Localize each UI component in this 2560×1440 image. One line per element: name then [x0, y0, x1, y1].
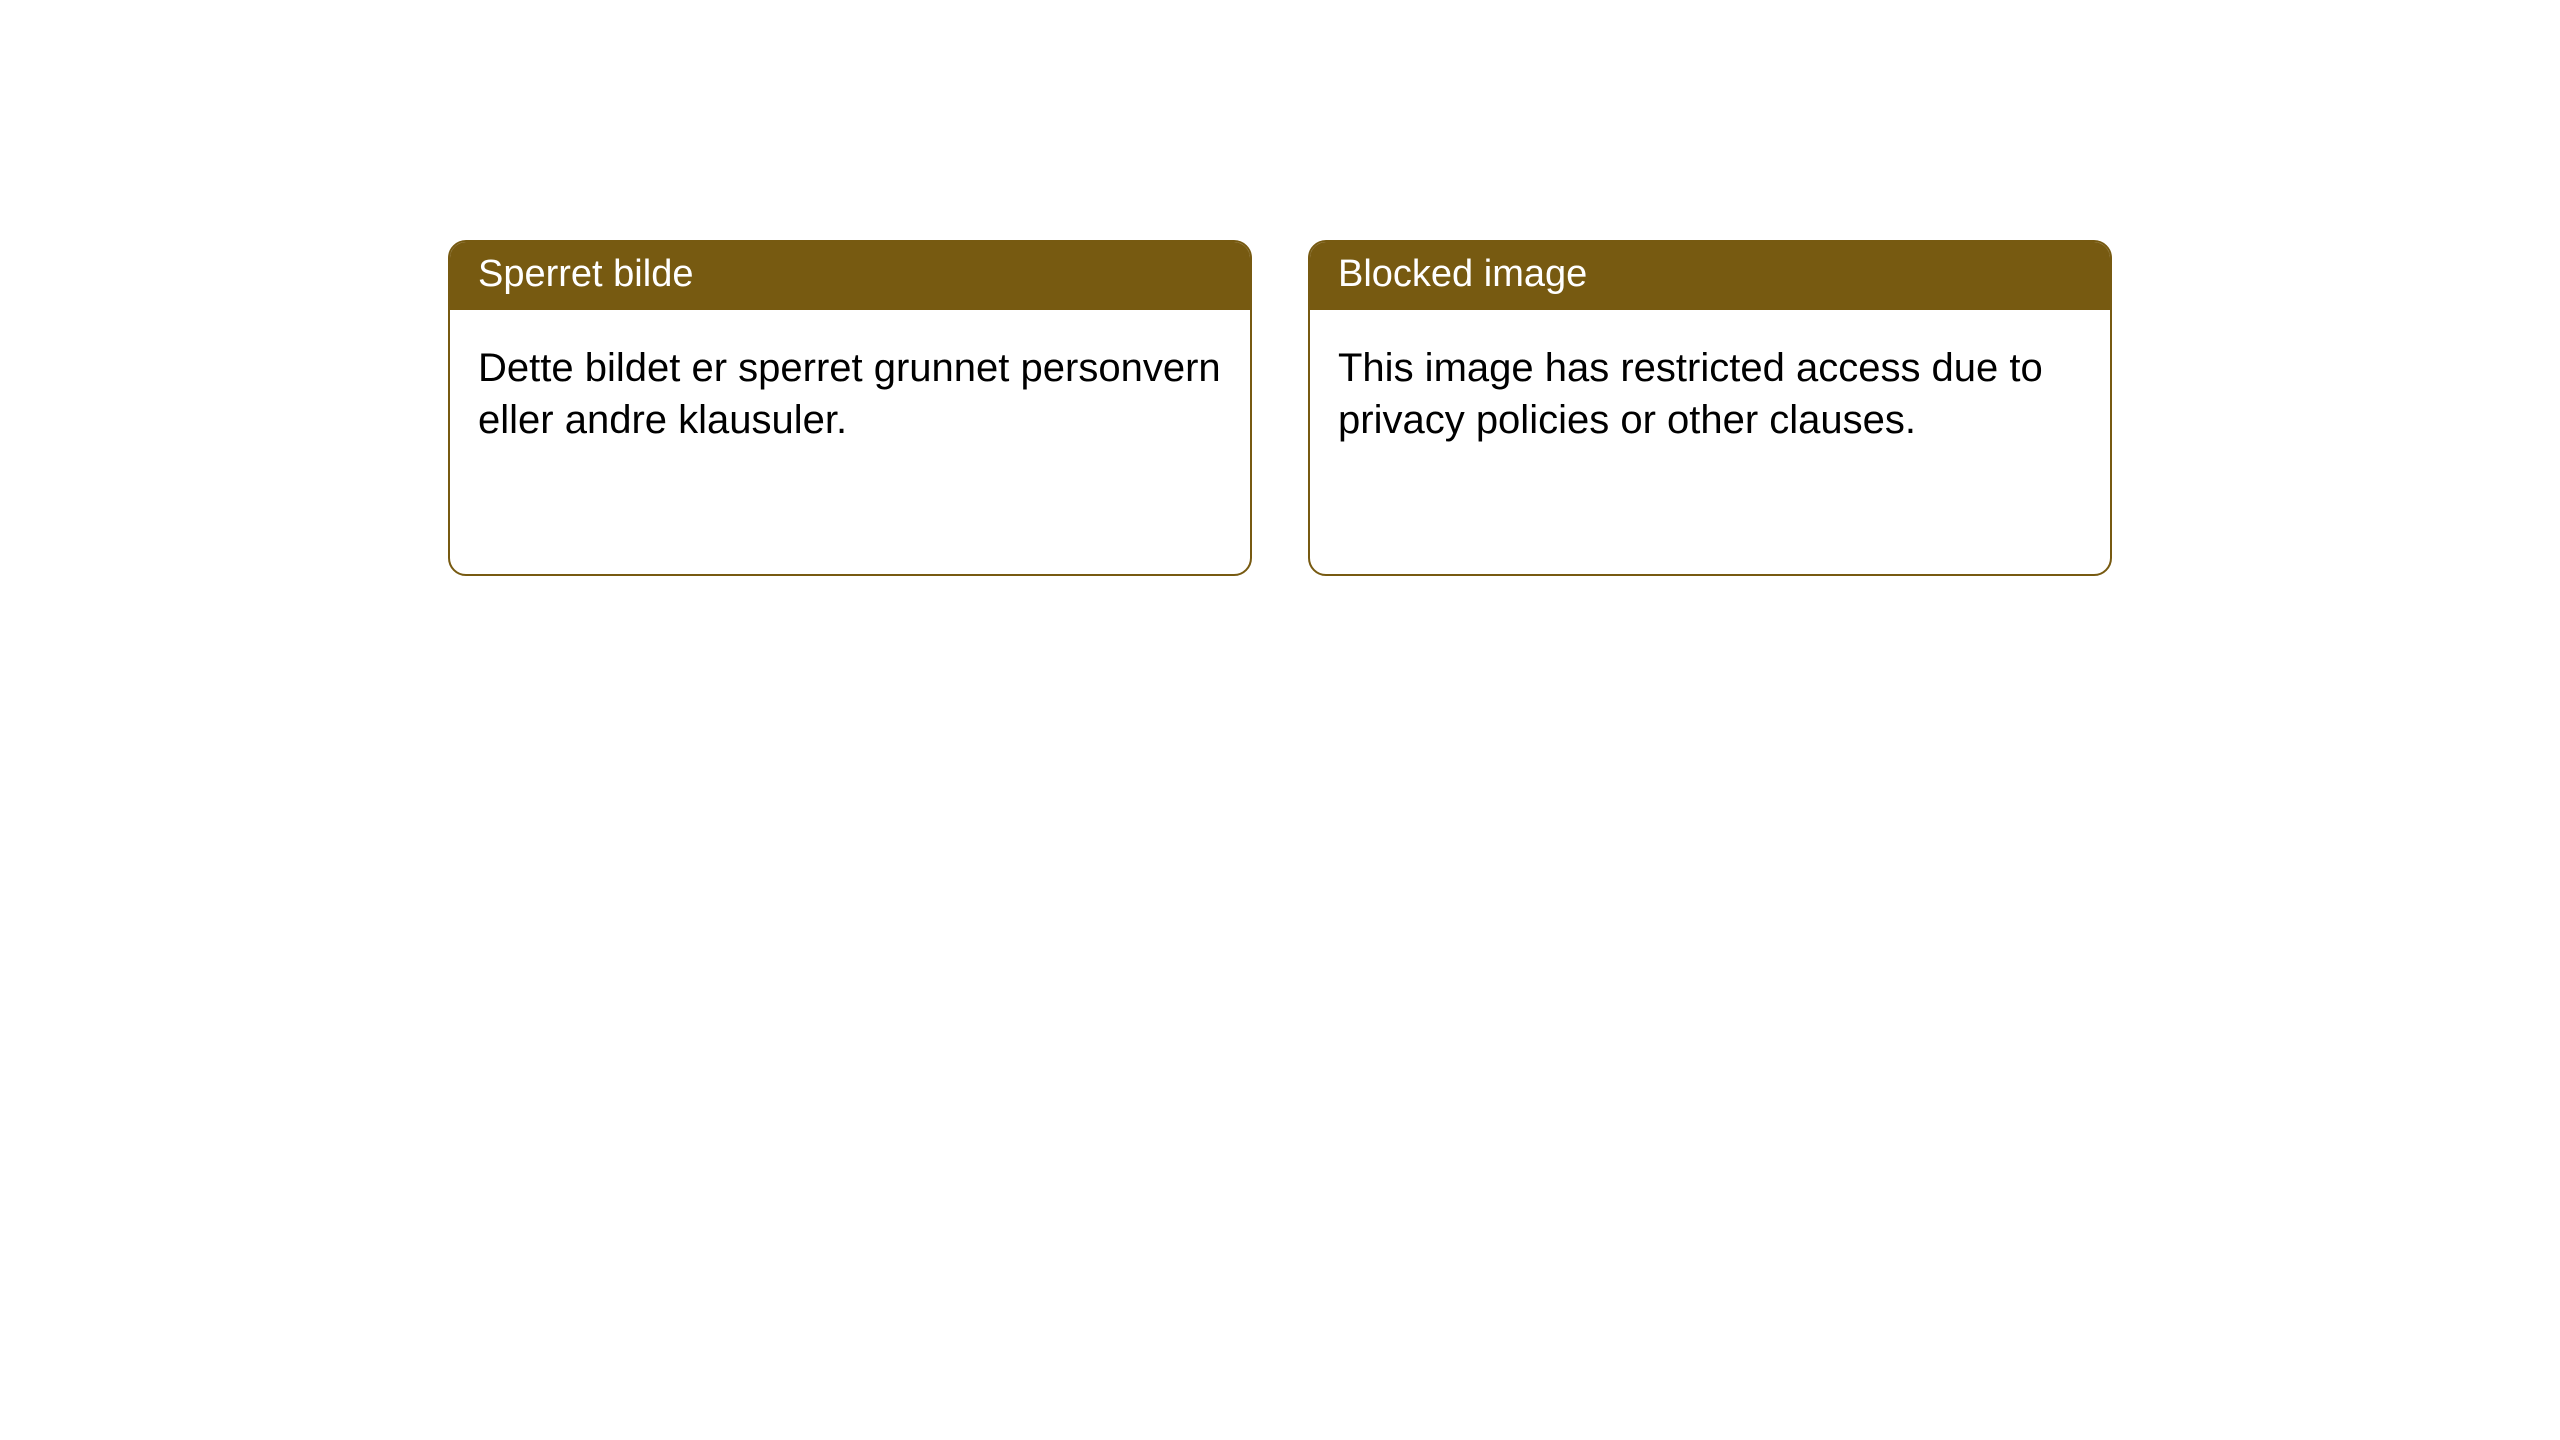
card-body-text: This image has restricted access due to … — [1310, 310, 2110, 478]
card-title: Sperret bilde — [450, 242, 1250, 310]
notice-container: Sperret bilde Dette bildet er sperret gr… — [0, 0, 2560, 576]
notice-card-english: Blocked image This image has restricted … — [1308, 240, 2112, 576]
card-body-text: Dette bildet er sperret grunnet personve… — [450, 310, 1250, 478]
notice-card-norwegian: Sperret bilde Dette bildet er sperret gr… — [448, 240, 1252, 576]
card-title: Blocked image — [1310, 242, 2110, 310]
